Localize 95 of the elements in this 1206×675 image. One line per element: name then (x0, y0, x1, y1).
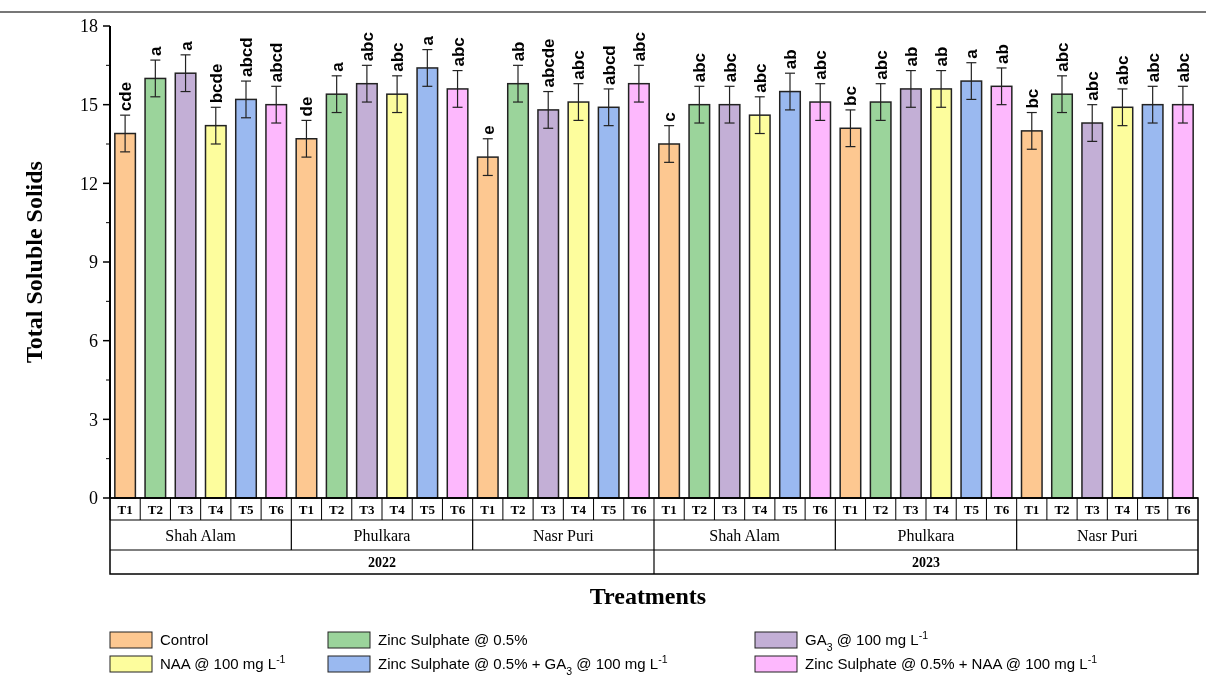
y-tick-label: 9 (89, 252, 98, 273)
x-tick-label: T1 (842, 502, 859, 517)
data-label: ab (781, 49, 800, 70)
data-label: abc (811, 50, 831, 80)
x-tick-label: T2 (329, 502, 345, 517)
x-tick-label: T5 (963, 502, 980, 517)
text: Nasr Puri (532, 527, 595, 544)
x-tick-label: T5 (1145, 502, 1161, 517)
y-tick-label: 3 (89, 409, 98, 430)
y-axis-title: Total Soluble Solids (21, 161, 47, 363)
data-label: abc (720, 53, 740, 83)
x-tick-label: T2 (1054, 502, 1070, 517)
x-tick-label: T3 (177, 502, 194, 517)
data-label: ab (932, 46, 952, 67)
data-label: bc (841, 86, 861, 106)
x-tick-label: T4 (933, 502, 950, 517)
x-tick-label: T3 (721, 502, 738, 517)
x-tick-label: T3 (359, 502, 375, 517)
data-label: a (176, 40, 196, 51)
data-label: abc (357, 32, 377, 62)
data-label: ab (901, 46, 921, 67)
data-label: abc (690, 53, 710, 83)
data-label: abc (1113, 55, 1133, 85)
data-label: abcde (539, 38, 559, 88)
x-tick-label: T3 (540, 502, 557, 517)
data-label: a (962, 48, 982, 59)
x-tick-label: T3 (1084, 502, 1101, 517)
x-tick-label: T1 (480, 502, 496, 517)
x-tick-label: T4 (389, 502, 406, 517)
x-tick-label: T4 (1114, 502, 1131, 517)
text: Nasr Puri (1076, 527, 1139, 544)
x-tick-label: T4 (570, 502, 587, 517)
y-tick-label: 15 (80, 94, 98, 115)
data-label: ab (992, 44, 1012, 64)
data-label: bc (1022, 88, 1042, 109)
x-tick-label: T2 (691, 502, 707, 517)
legend-label: GA$_{3}$ @ 100 mg L$^{-1}$ (805, 629, 929, 654)
data-label: abcd (599, 45, 619, 85)
x-tick-label: T1 (298, 502, 315, 517)
x-tick-label: T4 (752, 502, 768, 517)
data-label: de (297, 96, 317, 117)
x-tick-label: T2 (147, 502, 163, 517)
x-tick-label: T2 (510, 502, 526, 517)
data-label: abc (750, 63, 770, 93)
data-label: cde (116, 81, 136, 112)
x-tick-label: T6 (449, 502, 466, 517)
data-label: abc (1143, 53, 1163, 83)
data-label: abc (1173, 53, 1193, 83)
data-label: abc (569, 50, 589, 80)
data-label: abcd (267, 42, 287, 83)
data-label: ab (509, 41, 528, 62)
data-label: a (327, 61, 347, 72)
data-label: abc (1053, 42, 1072, 72)
data-label: abc (1083, 71, 1103, 101)
legend-label: Zinc Sulphate @ 0.5% (378, 631, 528, 649)
legend-label: Zinc Sulphate @ 0.5% + GA$_{3}$ @ 100 mg L$^{-1}$ (378, 653, 668, 675)
x-tick-label: T5 (238, 502, 255, 517)
y-tick-label: 18 (80, 16, 98, 37)
x-tick-label: T6 (993, 502, 1010, 517)
text: 2022 (368, 555, 396, 570)
x-tick-label: T5 (419, 502, 436, 517)
x-tick-label: T5 (601, 502, 617, 517)
x-tick-label: T3 (903, 502, 919, 517)
text: Phulkara (353, 527, 411, 544)
legend-label: NAA @ 100 mg L$^{-1}$ (160, 653, 286, 673)
x-tick-label: T6 (631, 502, 647, 517)
x-tick-label: T6 (1175, 502, 1191, 517)
text: 2023 (912, 555, 940, 570)
y-tick-label: 0 (89, 488, 98, 509)
data-label: abcd (237, 37, 256, 78)
data-label: abc (448, 37, 468, 67)
text: Phulkara (897, 527, 955, 544)
data-label: abc (629, 32, 649, 62)
data-label: a (418, 35, 438, 46)
data-label: e (478, 125, 498, 135)
x-tick-label: T4 (208, 502, 224, 517)
text: Shah Alam (165, 527, 237, 544)
data-label: abc (871, 50, 891, 80)
y-tick-label: 6 (89, 330, 98, 351)
text: Shah Alam (709, 527, 781, 544)
x-tick-label: T1 (1024, 502, 1040, 517)
data-label: abc (388, 42, 408, 72)
data-label: c (660, 112, 680, 122)
legend-label: Control (160, 631, 209, 649)
legend-label: Zinc Sulphate @ 0.5% + NAA @ 100 mg L$^{-1}$ (805, 653, 1098, 673)
x-tick-label: T6 (268, 502, 285, 517)
x-tick-label: T1 (661, 502, 677, 517)
x-tick-label: T6 (812, 502, 829, 517)
data-label: bcde (206, 63, 226, 104)
x-tick-label: T2 (873, 502, 889, 517)
x-tick-label: T5 (782, 502, 799, 517)
x-tick-label: T1 (117, 502, 133, 517)
x-axis-title: Treatments (589, 583, 707, 609)
data-label: a (146, 46, 166, 57)
y-tick-label: 12 (80, 173, 98, 194)
